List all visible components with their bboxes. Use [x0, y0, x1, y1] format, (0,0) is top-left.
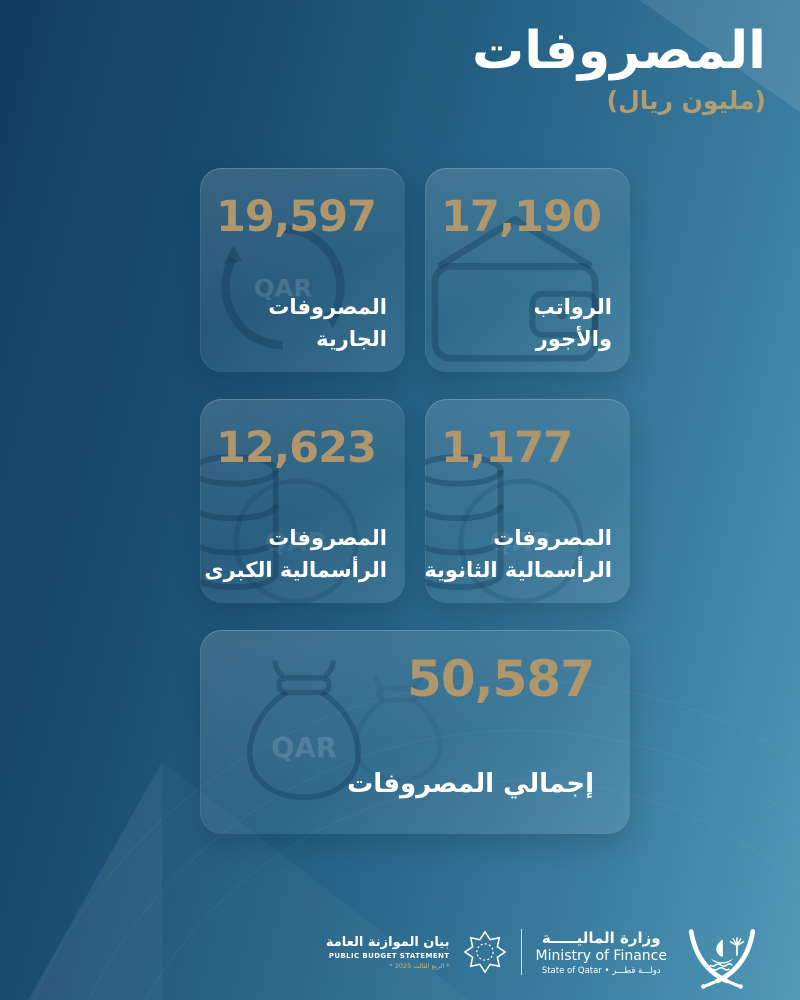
ministry-title-ar: وزارة الماليـــــة [541, 928, 661, 947]
card-label-line: الجارية [316, 327, 387, 352]
card-major-capital-expenditures: QAR 12,623 المصروفات الرأسمالية الكبرى [200, 399, 405, 603]
page-title: المصروفات [472, 21, 766, 81]
public-budget-statement-logo: بيان الموازنة العامة PUBLIC BUDGET STATE… [326, 935, 450, 970]
ministry-of-finance-logo-text: وزارة الماليـــــة Ministry of Finance S… [535, 929, 667, 976]
card-value: 17,190 [441, 192, 602, 242]
qar-watermark-label: QAR [271, 732, 337, 764]
card-value: 19,597 [216, 192, 377, 242]
card-total-expenditures: QAR 50,587 إجمالي المصروفات [200, 630, 630, 834]
card-value: 1,177 [441, 423, 573, 473]
card-value: 50,587 [407, 650, 595, 708]
budget-statement-title-ar: بيان الموازنة العامة [325, 934, 450, 950]
card-label: المصروفات الجارية [268, 291, 387, 356]
footer-divider [521, 929, 523, 975]
budget-statement-star-icon [463, 930, 507, 974]
ministry-title-en: Ministry of Finance [535, 947, 667, 964]
qatar-emblem-icon [688, 929, 756, 989]
card-label: المصروفات الرأسمالية الكبرى [204, 522, 387, 587]
card-value: 12,623 [216, 423, 377, 473]
footer: بيان الموازنة العامة PUBLIC BUDGET STATE… [326, 908, 764, 996]
card-label-line: المصروفات [268, 525, 387, 550]
budget-statement-title-en: PUBLIC BUDGET STATEMENT [328, 951, 450, 960]
card-label-line: الرأسمالية الكبرى [204, 558, 387, 583]
card-label-line: المصروفات [493, 525, 612, 550]
ministry-subtitle: State of Qatar • دولـــة قطـــر [541, 965, 661, 976]
card-label: المصروفات الرأسمالية الثانوية [425, 522, 612, 587]
card-label-line: إجمالي المصروفات [347, 768, 594, 799]
card-label-line: والأجور [535, 327, 612, 352]
unit-label: (مليون ريال) [606, 85, 766, 115]
card-salaries-wages: 17,190 الرواتب والأجور [425, 168, 630, 372]
card-label: إجمالي المصروفات [347, 764, 594, 804]
budget-statement-edition: * الربع الثالث 2025 * [389, 961, 450, 970]
header: المصروفات (مليون ريال) [472, 21, 766, 115]
card-label: الرواتب والأجور [533, 291, 612, 356]
cards-grid: 17,190 الرواتب والأجور QAR 19,597 المصرو… [200, 168, 630, 834]
card-label-line: المصروفات [268, 294, 387, 319]
card-label-line: الرأسمالية الثانوية [425, 558, 612, 583]
card-minor-capital-expenditures: QAR 1,177 المصروفات الرأسمالية الثانوية [425, 399, 630, 603]
card-label-line: الرواتب [533, 294, 612, 319]
card-current-expenditures: QAR 19,597 المصروفات الجارية [200, 168, 405, 372]
